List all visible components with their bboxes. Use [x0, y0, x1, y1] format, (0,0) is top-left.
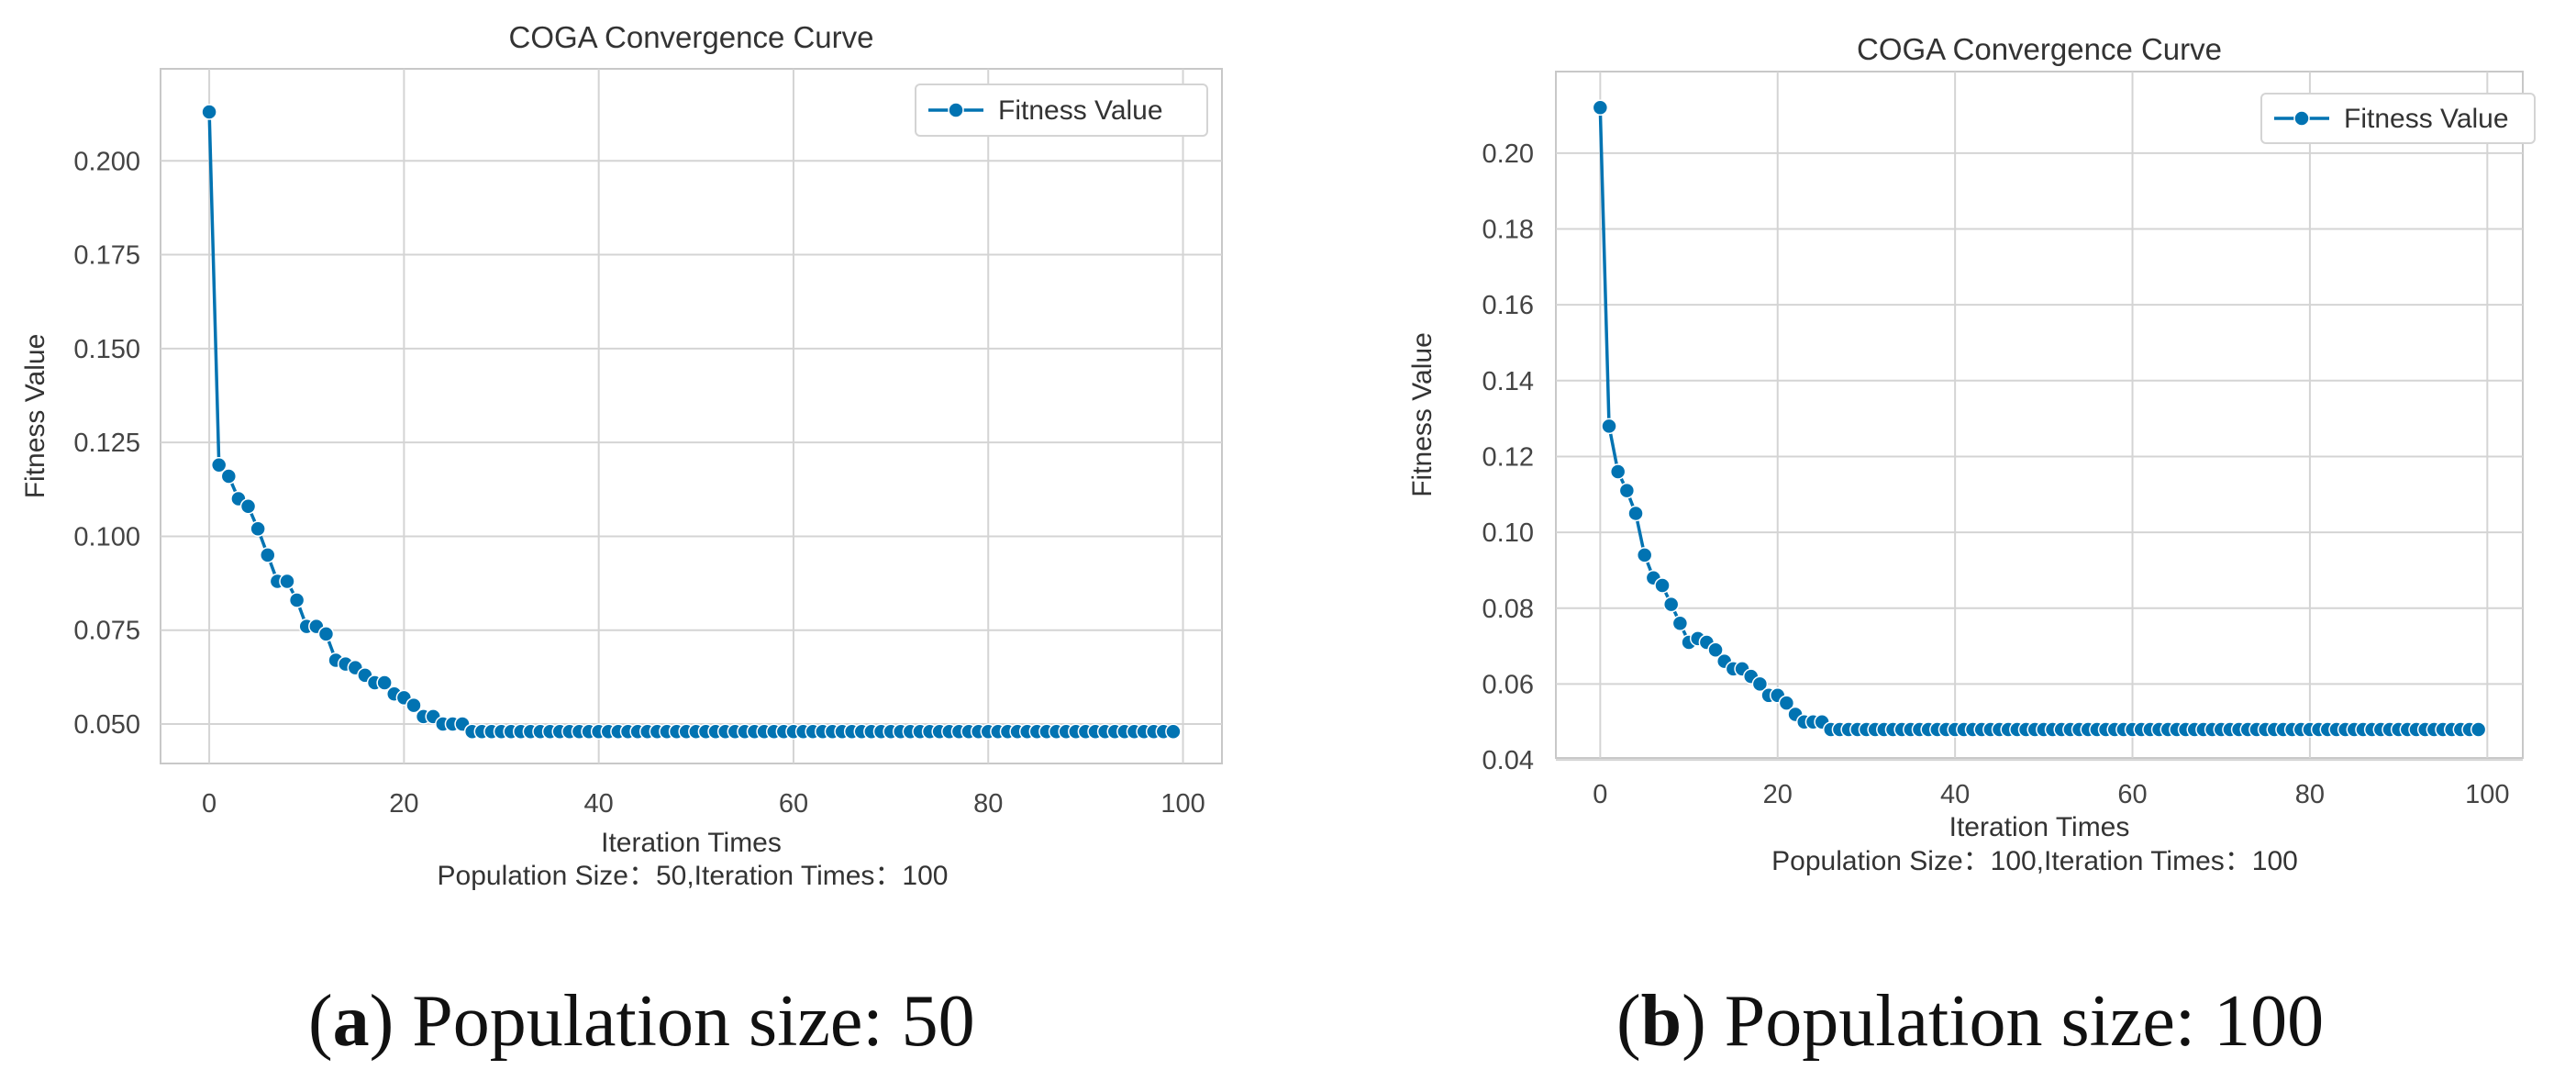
- chart-a-legend-marker: [948, 102, 964, 118]
- chart-a-x-tick-label: 100: [1160, 789, 1205, 819]
- caption-b: (b) Population size: 100: [1616, 981, 2325, 1062]
- chart-b-legend-label: Fitness Value: [2344, 104, 2509, 134]
- caption-a-text: Population size: 50: [412, 981, 975, 1062]
- chart-b-x-tick-label: 80: [2295, 780, 2325, 809]
- chart-a-x-axis-label: Iteration Times: [601, 828, 782, 858]
- chart-b-data-point: [1662, 596, 1680, 613]
- chart-a-data-point: [279, 573, 295, 590]
- chart-b-y-tick-label: 0.14: [1482, 367, 1534, 396]
- chart-a-x-tick-label: 80: [973, 789, 1003, 819]
- chart-a-legend-box: [915, 84, 1208, 137]
- chart-a-legend-label: Fitness Value: [998, 95, 1163, 126]
- chart-a-data-point: [317, 626, 335, 642]
- chart-a-data-point: [260, 547, 276, 563]
- chart-b-data-point: [1751, 675, 1769, 693]
- chart-b-y-tick-label: 0.10: [1482, 518, 1534, 548]
- chart-a-data-point: [288, 592, 305, 608]
- caption-b-text: Population size: 100: [1724, 981, 2325, 1062]
- chart-b-y-tick-label: 0.12: [1482, 442, 1534, 472]
- chart-a-data-point: [220, 468, 238, 485]
- chart-b-x-tick-label: 20: [1763, 780, 1793, 809]
- chart-b-legend-marker: [2293, 110, 2310, 127]
- caption-b-letter: b: [1640, 981, 1682, 1062]
- chart-b-data-point: [1627, 505, 1644, 522]
- chart-a-x-tick-label: 40: [584, 789, 614, 819]
- chart-a-data-point: [201, 104, 217, 120]
- chart-a-title: COGA Convergence Curve: [508, 20, 873, 54]
- chart-b-y-tick-label: 0.20: [1482, 139, 1534, 169]
- chart-a-y-tick-label: 0.175: [73, 241, 140, 271]
- chart-b-x-axis-label: Iteration Times: [1949, 812, 2130, 842]
- chart-a-y-tick-label: 0.125: [73, 429, 140, 458]
- chart-a-data-point: [1165, 723, 1182, 740]
- chart-a-x-tick-label: 0: [202, 789, 217, 819]
- chart-a-y-axis-label: Fitness Value: [20, 334, 50, 499]
- caption-a: (a) Population size: 50: [308, 981, 975, 1062]
- chart-a-data-point: [239, 497, 257, 515]
- chart-a-plot-frame: [160, 68, 1223, 764]
- chart-b-y-tick-label: 0.18: [1482, 216, 1534, 245]
- chart-a-x-tick-label: 60: [779, 789, 808, 819]
- chart-b-data-point: [1707, 641, 1724, 658]
- chart-b-y-tick-label: 0.16: [1482, 291, 1534, 320]
- chart-b-y-axis-label: Fitness Value: [1407, 332, 1438, 497]
- chart-b-x-tick-label: 0: [1593, 780, 1607, 809]
- chart-a-x-tick-label: 20: [389, 789, 418, 819]
- chart-b-data-point: [1618, 482, 1636, 499]
- chart-b-data-point: [1654, 577, 1671, 594]
- chart-a-y-tick-label: 0.075: [73, 617, 140, 646]
- chart-b-legend-box: [2260, 93, 2536, 144]
- chart-a-data-point: [376, 674, 393, 691]
- chart-a-data-point: [210, 456, 228, 474]
- chart-b-data-point: [1636, 547, 1653, 563]
- chart-b-plot-frame: [1555, 71, 2524, 759]
- chart-b-data-point: [1609, 463, 1627, 480]
- chart-b-data-point: [1778, 695, 1795, 711]
- chart-b-data-point: [1601, 418, 1617, 435]
- chart-b-x-tick-label: 60: [2117, 780, 2147, 809]
- chart-b-y-tick-label: 0.06: [1482, 670, 1534, 699]
- chart-a-y-tick-label: 0.200: [73, 147, 140, 176]
- chart-b-data-point: [2470, 721, 2487, 738]
- chart-b-title: COGA Convergence Curve: [1857, 32, 2222, 66]
- chart-b-x-tick-label: 40: [1940, 780, 1970, 809]
- chart-a-data-point: [250, 520, 266, 538]
- chart-b-y-tick-label: 0.04: [1482, 746, 1534, 775]
- chart-a-y-tick-label: 0.150: [73, 335, 140, 364]
- chart-a-note: Population Size：50,Iteration Times：100: [438, 861, 949, 891]
- chart-a-y-tick-label: 0.100: [73, 522, 140, 552]
- chart-b-data-point: [1671, 615, 1689, 632]
- chart-b-x-tick-label: 100: [2465, 780, 2509, 809]
- chart-b-note: Population Size：100,Iteration Times：100: [1771, 846, 2298, 876]
- chart-b-data-point: [1592, 99, 1609, 117]
- caption-a-letter: a: [332, 981, 370, 1062]
- chart-b-y-tick-label: 0.08: [1482, 595, 1534, 624]
- chart-a-y-tick-label: 0.050: [73, 710, 140, 740]
- chart-a-data-point: [405, 696, 422, 714]
